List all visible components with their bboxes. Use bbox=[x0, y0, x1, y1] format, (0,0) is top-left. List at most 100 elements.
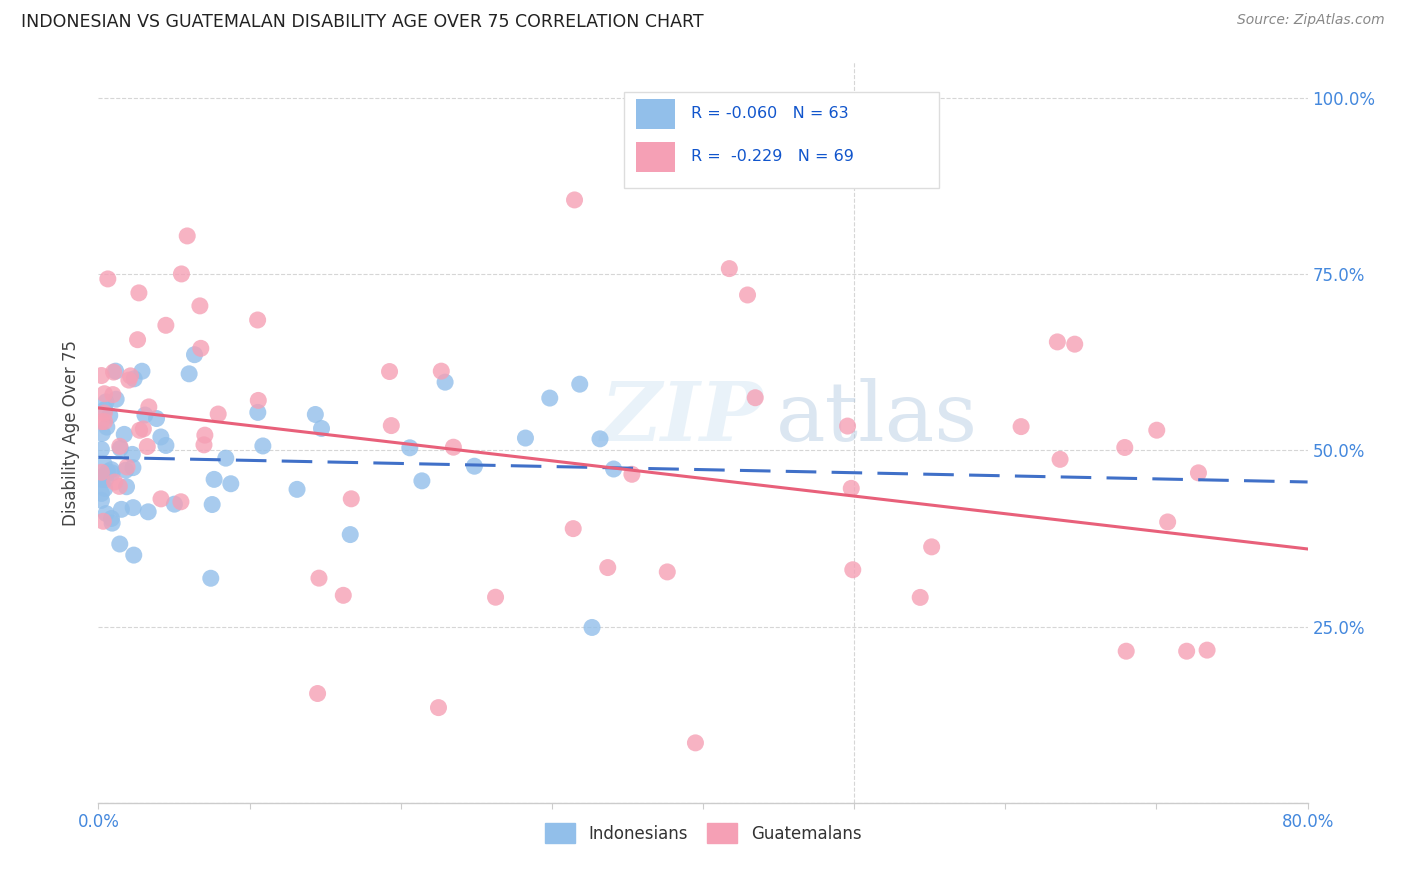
Point bbox=[1115, 644, 1137, 658]
Point bbox=[114, 463, 136, 477]
Point bbox=[91, 514, 114, 528]
Point bbox=[568, 377, 591, 392]
Point bbox=[101, 466, 124, 480]
Point bbox=[145, 411, 167, 425]
Point bbox=[136, 505, 159, 519]
Point bbox=[170, 267, 193, 281]
Point bbox=[589, 432, 612, 446]
Point bbox=[101, 516, 124, 530]
Point bbox=[657, 565, 679, 579]
Point bbox=[737, 288, 759, 302]
Point bbox=[90, 465, 112, 479]
Point bbox=[136, 440, 159, 454]
Point bbox=[94, 473, 117, 487]
Point bbox=[108, 439, 131, 453]
Point bbox=[515, 431, 537, 445]
Point bbox=[340, 491, 363, 506]
Point bbox=[90, 368, 112, 383]
Point bbox=[121, 447, 143, 461]
Point bbox=[193, 438, 215, 452]
Point bbox=[115, 480, 138, 494]
Point bbox=[252, 439, 274, 453]
Point bbox=[562, 522, 585, 536]
Legend: Indonesians, Guatemalans: Indonesians, Guatemalans bbox=[538, 816, 868, 850]
Point bbox=[100, 463, 122, 477]
Point bbox=[332, 588, 354, 602]
Point bbox=[155, 438, 177, 452]
Point bbox=[90, 486, 112, 500]
Point bbox=[134, 408, 156, 422]
Point bbox=[304, 408, 326, 422]
Point bbox=[105, 392, 128, 407]
Point bbox=[131, 364, 153, 378]
Point bbox=[1063, 337, 1085, 351]
Point bbox=[122, 372, 145, 386]
Text: R =  -0.229   N = 69: R = -0.229 N = 69 bbox=[690, 149, 853, 164]
Point bbox=[122, 460, 145, 475]
Point bbox=[427, 700, 450, 714]
Point bbox=[176, 229, 198, 244]
Point bbox=[484, 591, 506, 605]
Point bbox=[127, 333, 149, 347]
Point bbox=[1197, 643, 1219, 657]
Point bbox=[596, 560, 619, 574]
Point bbox=[179, 367, 201, 381]
Point bbox=[93, 415, 115, 429]
Point bbox=[93, 457, 115, 471]
Point bbox=[202, 472, 225, 486]
Point bbox=[93, 406, 115, 420]
Point bbox=[339, 527, 361, 541]
Point bbox=[94, 507, 117, 521]
Point bbox=[101, 387, 124, 401]
Point bbox=[430, 364, 453, 378]
Point bbox=[581, 620, 603, 634]
Point bbox=[110, 502, 132, 516]
Point bbox=[94, 395, 117, 409]
Point bbox=[104, 475, 127, 489]
Point bbox=[564, 193, 586, 207]
Point bbox=[163, 497, 186, 511]
Point bbox=[100, 511, 122, 525]
Point bbox=[104, 364, 127, 378]
Point bbox=[398, 441, 420, 455]
Point bbox=[1010, 419, 1032, 434]
Point bbox=[194, 428, 217, 442]
Point bbox=[602, 462, 624, 476]
Point bbox=[97, 272, 120, 286]
Text: atlas: atlas bbox=[776, 378, 977, 458]
Point bbox=[246, 313, 269, 327]
Point bbox=[620, 467, 643, 482]
Point bbox=[128, 285, 150, 300]
Point bbox=[837, 419, 859, 434]
Y-axis label: Disability Age Over 75: Disability Age Over 75 bbox=[62, 340, 80, 525]
Point bbox=[1046, 334, 1069, 349]
FancyBboxPatch shape bbox=[624, 92, 939, 188]
Point bbox=[90, 442, 112, 457]
Point bbox=[463, 459, 485, 474]
Point bbox=[200, 571, 222, 585]
Point bbox=[90, 472, 112, 486]
Point bbox=[90, 471, 112, 485]
Point bbox=[842, 563, 865, 577]
Point bbox=[307, 686, 329, 700]
Point bbox=[201, 498, 224, 512]
Point bbox=[1187, 466, 1209, 480]
Point bbox=[122, 500, 145, 515]
Point bbox=[183, 348, 205, 362]
Point bbox=[93, 386, 115, 401]
Point bbox=[685, 736, 707, 750]
Point bbox=[921, 540, 943, 554]
Point bbox=[115, 460, 138, 475]
Point bbox=[441, 440, 464, 454]
Point bbox=[411, 474, 433, 488]
Point bbox=[149, 430, 172, 444]
Point bbox=[155, 318, 177, 333]
Point bbox=[96, 420, 118, 434]
Point bbox=[744, 391, 766, 405]
Text: R = -0.060   N = 63: R = -0.060 N = 63 bbox=[690, 106, 849, 121]
Point bbox=[839, 481, 862, 495]
Point bbox=[96, 465, 118, 479]
Point bbox=[247, 393, 270, 408]
Point bbox=[118, 373, 141, 387]
Point bbox=[170, 495, 193, 509]
